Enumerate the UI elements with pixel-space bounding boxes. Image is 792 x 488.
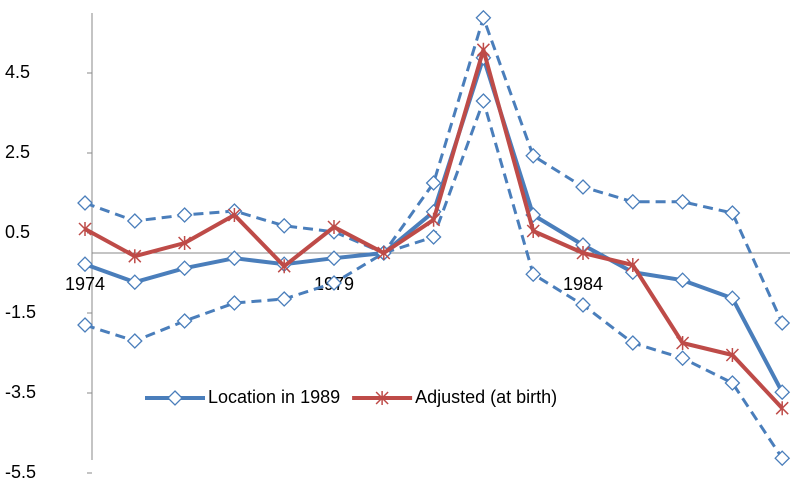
y-tick-label: -1.5 bbox=[5, 302, 36, 322]
marker bbox=[77, 256, 93, 273]
marker bbox=[525, 147, 542, 164]
marker bbox=[425, 175, 442, 191]
marker bbox=[128, 249, 142, 264]
marker bbox=[377, 246, 391, 260]
y-tick-label: 0.5 bbox=[5, 222, 30, 242]
legend-marker bbox=[167, 390, 183, 406]
x-tick-label: 1984 bbox=[563, 274, 603, 294]
marker bbox=[176, 313, 193, 329]
marker bbox=[724, 375, 741, 391]
marker bbox=[326, 275, 342, 291]
marker bbox=[176, 260, 193, 277]
marker bbox=[78, 222, 92, 236]
marker bbox=[674, 193, 691, 210]
band-line bbox=[84, 16, 784, 324]
marker bbox=[576, 246, 590, 260]
marker bbox=[674, 272, 691, 289]
marker bbox=[674, 350, 691, 367]
marker bbox=[676, 336, 690, 350]
series-line bbox=[84, 47, 784, 410]
marker bbox=[327, 220, 341, 234]
x-tick-label: 1974 bbox=[65, 274, 105, 294]
y-tick-label: 2.5 bbox=[5, 142, 30, 162]
marker bbox=[775, 401, 789, 416]
marker bbox=[624, 193, 641, 210]
marker bbox=[724, 290, 741, 307]
y-tick-label: 4.5 bbox=[5, 62, 30, 82]
marker bbox=[774, 450, 791, 467]
marker bbox=[326, 250, 342, 267]
marker bbox=[774, 384, 791, 401]
marker bbox=[626, 258, 640, 272]
marker bbox=[226, 295, 243, 311]
marker bbox=[575, 297, 591, 313]
marker bbox=[77, 195, 93, 211]
y-tick-label: -3.5 bbox=[5, 382, 36, 402]
marker bbox=[774, 315, 791, 331]
marker bbox=[427, 212, 441, 227]
marker bbox=[226, 250, 243, 267]
marker bbox=[276, 291, 293, 307]
marker bbox=[624, 335, 641, 351]
marker bbox=[525, 266, 542, 283]
legend-marker bbox=[375, 391, 389, 405]
marker bbox=[77, 317, 93, 333]
legend-label: Adjusted (at birth) bbox=[415, 387, 557, 407]
marker bbox=[724, 205, 741, 221]
legend-label: Location in 1989 bbox=[208, 387, 340, 407]
marker bbox=[176, 207, 193, 223]
marker bbox=[425, 229, 442, 245]
marker bbox=[126, 274, 143, 291]
marker bbox=[475, 93, 492, 109]
marker bbox=[575, 179, 591, 195]
marker bbox=[476, 42, 490, 57]
marker bbox=[126, 333, 143, 349]
marker bbox=[277, 259, 291, 274]
marker bbox=[526, 224, 540, 238]
y-tick-label: -5.5 bbox=[5, 462, 36, 482]
marker bbox=[126, 213, 143, 229]
marker bbox=[178, 236, 192, 250]
marker bbox=[725, 348, 739, 362]
marker bbox=[227, 208, 241, 222]
marker bbox=[276, 217, 293, 234]
marker bbox=[475, 9, 492, 26]
